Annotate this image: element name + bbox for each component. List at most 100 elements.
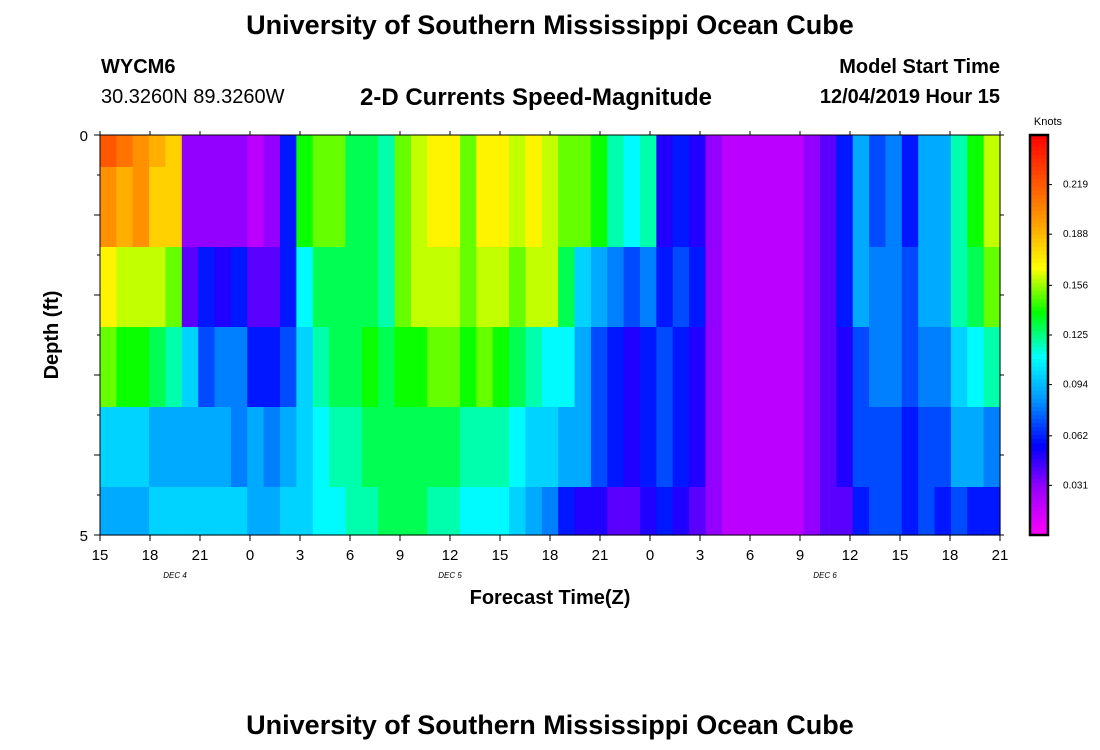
heatmap-cell (361, 487, 379, 536)
heatmap-cell (738, 135, 756, 168)
colorbar-step (1030, 191, 1048, 196)
heatmap-cell (803, 247, 821, 328)
heatmap-cell (378, 327, 396, 408)
y-tick-label: 5 (80, 528, 88, 545)
heatmap-cell (950, 135, 968, 168)
heatmap-cell (869, 327, 887, 408)
heatmap-cell (296, 327, 314, 408)
heatmap-cell (705, 407, 723, 488)
colorbar-step (1030, 371, 1048, 376)
heatmap-cell (754, 487, 772, 536)
heatmap-cell (640, 167, 657, 248)
heatmap-cell (345, 247, 363, 328)
x-tick-label: 3 (296, 547, 304, 564)
colorbar-step (1030, 203, 1048, 208)
heatmap-cell (296, 135, 314, 168)
heatmap-cell (656, 327, 674, 408)
heatmap-cell (509, 247, 527, 328)
heatmap-cell (836, 135, 854, 168)
colorbar-step (1030, 339, 1048, 344)
heatmap-cell (885, 407, 903, 488)
heatmap-cell (394, 167, 412, 248)
heatmap-cell (230, 407, 248, 488)
heatmap-cell (460, 247, 477, 328)
heatmap-cell (541, 247, 559, 328)
colorbar-step (1030, 163, 1048, 168)
heatmap-cell (558, 135, 576, 168)
heatmap-cell (574, 135, 592, 168)
heatmap-cell (149, 135, 167, 168)
heatmap-cell (607, 487, 625, 536)
heatmap-cell (770, 135, 788, 168)
heatmap-cell (165, 135, 183, 168)
heatmap-cell (574, 327, 592, 408)
heatmap-cell (100, 167, 117, 248)
colorbar-step (1030, 483, 1048, 488)
colorbar-step (1030, 287, 1048, 292)
heatmap-cell (443, 135, 461, 168)
colorbar-step (1030, 423, 1048, 428)
heatmap-cell (983, 135, 1001, 168)
heatmap-cell (558, 327, 576, 408)
heatmap-cell (918, 487, 936, 536)
heatmap-cell (476, 135, 494, 168)
heatmap-cell (754, 407, 772, 488)
heatmap-cell (590, 487, 608, 536)
heatmap-cell (738, 407, 756, 488)
heatmap-cell (476, 327, 494, 408)
colorbar-step (1030, 431, 1048, 436)
heatmap-cell (460, 167, 477, 248)
heatmap-cell (329, 135, 347, 168)
day-label: DEC 6 (813, 571, 837, 580)
heatmap-cell (803, 327, 821, 408)
heatmap-cell (820, 135, 837, 168)
heatmap-cell (558, 247, 576, 328)
heatmap-cell (100, 135, 117, 168)
heatmap-cell (329, 487, 347, 536)
heatmap-cell (509, 327, 527, 408)
heatmap-cell (116, 487, 134, 536)
heatmap-cell (852, 247, 870, 328)
heatmap-cell (280, 135, 297, 168)
heatmap-cell (770, 167, 788, 248)
heatmap-cell (901, 167, 919, 248)
heatmap-cell (623, 327, 641, 408)
heatmap-cell (198, 327, 216, 408)
model-start-label: Model Start Time (839, 56, 1000, 78)
heatmap-cell (754, 135, 772, 168)
heatmap-cell (803, 487, 821, 536)
heatmap-cell (885, 487, 903, 536)
heatmap-cell (656, 407, 674, 488)
heatmap-cell (983, 327, 1001, 408)
heatmap-cell (427, 487, 445, 536)
heatmap-cell (460, 135, 477, 168)
heatmap-cell (558, 407, 576, 488)
heatmap-cell (460, 487, 477, 536)
heatmap-cell (869, 407, 887, 488)
heatmap-cell (312, 135, 330, 168)
heatmap-cell (656, 135, 674, 168)
heatmap-cell (574, 487, 592, 536)
heatmap-cell (132, 487, 150, 536)
heatmap-cell (165, 247, 183, 328)
heatmap-cell (836, 487, 854, 536)
x-tick-label: 6 (346, 547, 354, 564)
heatmap-cell (738, 247, 756, 328)
station-id: WYCM6 (101, 56, 176, 78)
heatmap-cell (181, 247, 199, 328)
colorbar-step (1030, 503, 1048, 508)
heatmap-cell (574, 247, 592, 328)
heatmap-cell (410, 167, 428, 248)
heatmap-cell (198, 247, 216, 328)
heatmap-cell (361, 247, 379, 328)
heatmap-cell (132, 327, 150, 408)
colorbar-step (1030, 159, 1048, 164)
colorbar-step (1030, 375, 1048, 380)
heatmap-cell (443, 247, 461, 328)
heatmap-cell (476, 167, 494, 248)
heatmap-cell (443, 167, 461, 248)
heatmap-cell (329, 407, 347, 488)
heatmap-cell (263, 327, 281, 408)
heatmap-cell (509, 407, 527, 488)
